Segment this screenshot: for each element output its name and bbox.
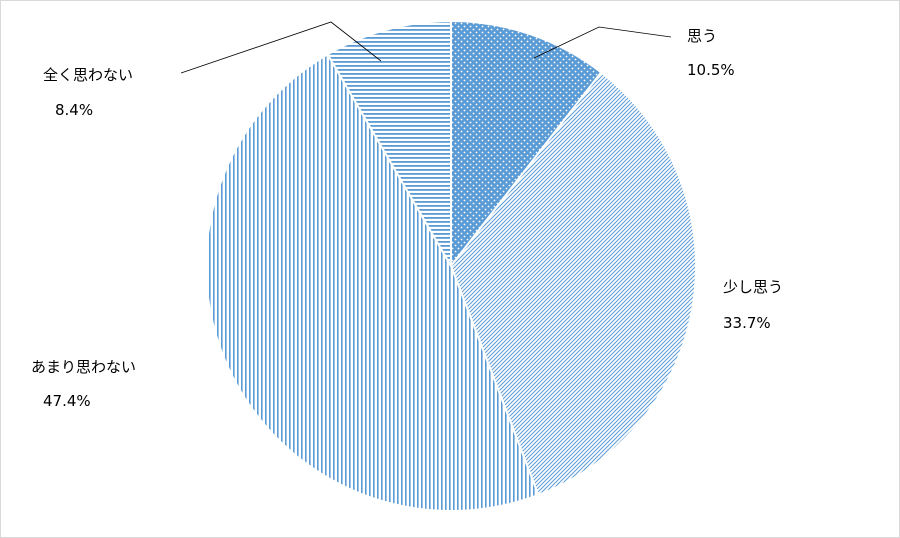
slice-omou (450, 19, 603, 269)
slice-value-omou: 10.5% (687, 61, 735, 79)
slice-label-mattaku-omowanai: 全く思わない (43, 66, 133, 84)
slice-value-mattaku-omowanai: 8.4% (55, 101, 93, 119)
slice-amari-omowanai (205, 52, 540, 512)
slice-label-sukoshi-omou: 少し思う (723, 278, 783, 296)
slice-value-sukoshi-omou: 33.7% (723, 314, 771, 332)
slice-label-amari-omowanai: あまり思わない (31, 358, 136, 376)
slice-value-amari-omowanai: 47.4% (43, 392, 91, 410)
leader-line-mattaku-omowanai (180, 21, 382, 74)
slice-label-omou: 思う (687, 27, 717, 45)
leader-line-omou (533, 26, 672, 59)
labels-layer: 思う 10.5% 少し思う 33.7% あまり思わない 47.4% 全く思わない… (31, 21, 783, 410)
slices-layer (205, 19, 697, 512)
slice-mattaku-omowanai (326, 19, 452, 270)
slice-sukoshi-omou (449, 71, 697, 497)
